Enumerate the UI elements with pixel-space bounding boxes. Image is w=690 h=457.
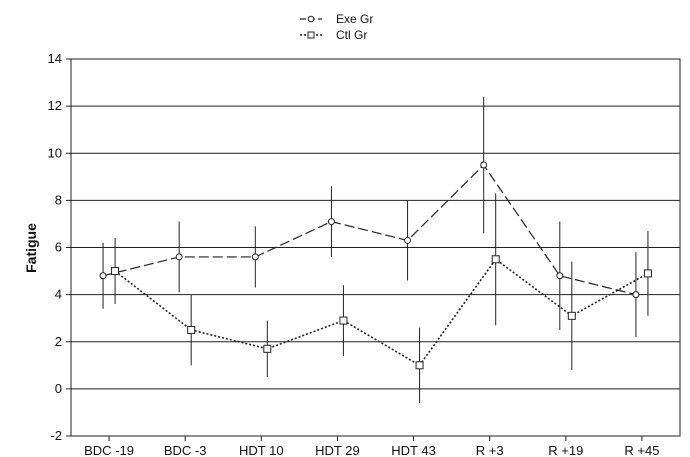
data-point-circle — [632, 291, 640, 299]
x-tick-label: HDT 29 — [315, 443, 360, 457]
data-point-square — [491, 255, 500, 264]
x-tick-label: R +45 — [624, 443, 659, 457]
data-point-square — [339, 316, 348, 325]
data-point-circle — [251, 253, 259, 261]
y-tick-labels: -2 0 2 4 6 8 10 12 14 — [48, 51, 71, 443]
y-tick-label: 12 — [48, 98, 62, 113]
data-point-circle — [99, 272, 107, 280]
data-markers — [99, 161, 652, 370]
data-point-square — [187, 325, 196, 334]
gridlines — [71, 105, 680, 390]
data-point-circle — [480, 161, 488, 169]
data-point-circle — [404, 236, 412, 244]
series-lines — [102, 164, 649, 367]
x-tick-label: BDC -19 — [84, 443, 134, 457]
data-point-square — [415, 361, 424, 370]
x-tick-label: HDT 10 — [239, 443, 284, 457]
y-tick-label: 4 — [55, 287, 62, 302]
data-point-circle — [175, 253, 183, 261]
y-tick-label: 2 — [55, 334, 62, 349]
legend-label-exe-gr: Exe Gr — [336, 12, 373, 26]
legend-marker-exe-gr — [307, 15, 315, 23]
y-tick-label: 14 — [48, 51, 62, 66]
y-tick-label: 10 — [48, 145, 62, 160]
legend-label-ctl-gr: Ctl Gr — [336, 28, 367, 42]
y-tick-label: 8 — [55, 192, 62, 207]
legend: Exe Gr Ctl Gr — [300, 12, 373, 42]
y-tick-label: 6 — [55, 240, 62, 255]
data-point-square — [643, 269, 652, 278]
x-tick-labels: BDC -19 BDC -3 HDT 10 HDT 29 HDT 43 R +3 R +19… — [84, 436, 659, 457]
y-tick-label: -2 — [50, 428, 62, 443]
x-tick-label: BDC -3 — [164, 443, 207, 457]
y-axis-label: Fatigue — [23, 223, 39, 273]
series-line-1 — [114, 258, 649, 367]
error-bars — [102, 96, 649, 404]
legend-marker-ctl-gr — [307, 31, 315, 39]
data-point-square — [111, 267, 120, 276]
series-line-0 — [102, 164, 637, 296]
data-point-square — [567, 311, 576, 320]
data-point-circle — [556, 272, 564, 280]
x-tick-label: HDT 43 — [391, 443, 436, 457]
x-tick-label: R +3 — [476, 443, 504, 457]
data-point-circle — [327, 218, 335, 226]
data-point-square — [263, 344, 272, 353]
x-tick-label: R +19 — [548, 443, 583, 457]
y-tick-label: 0 — [55, 381, 62, 396]
